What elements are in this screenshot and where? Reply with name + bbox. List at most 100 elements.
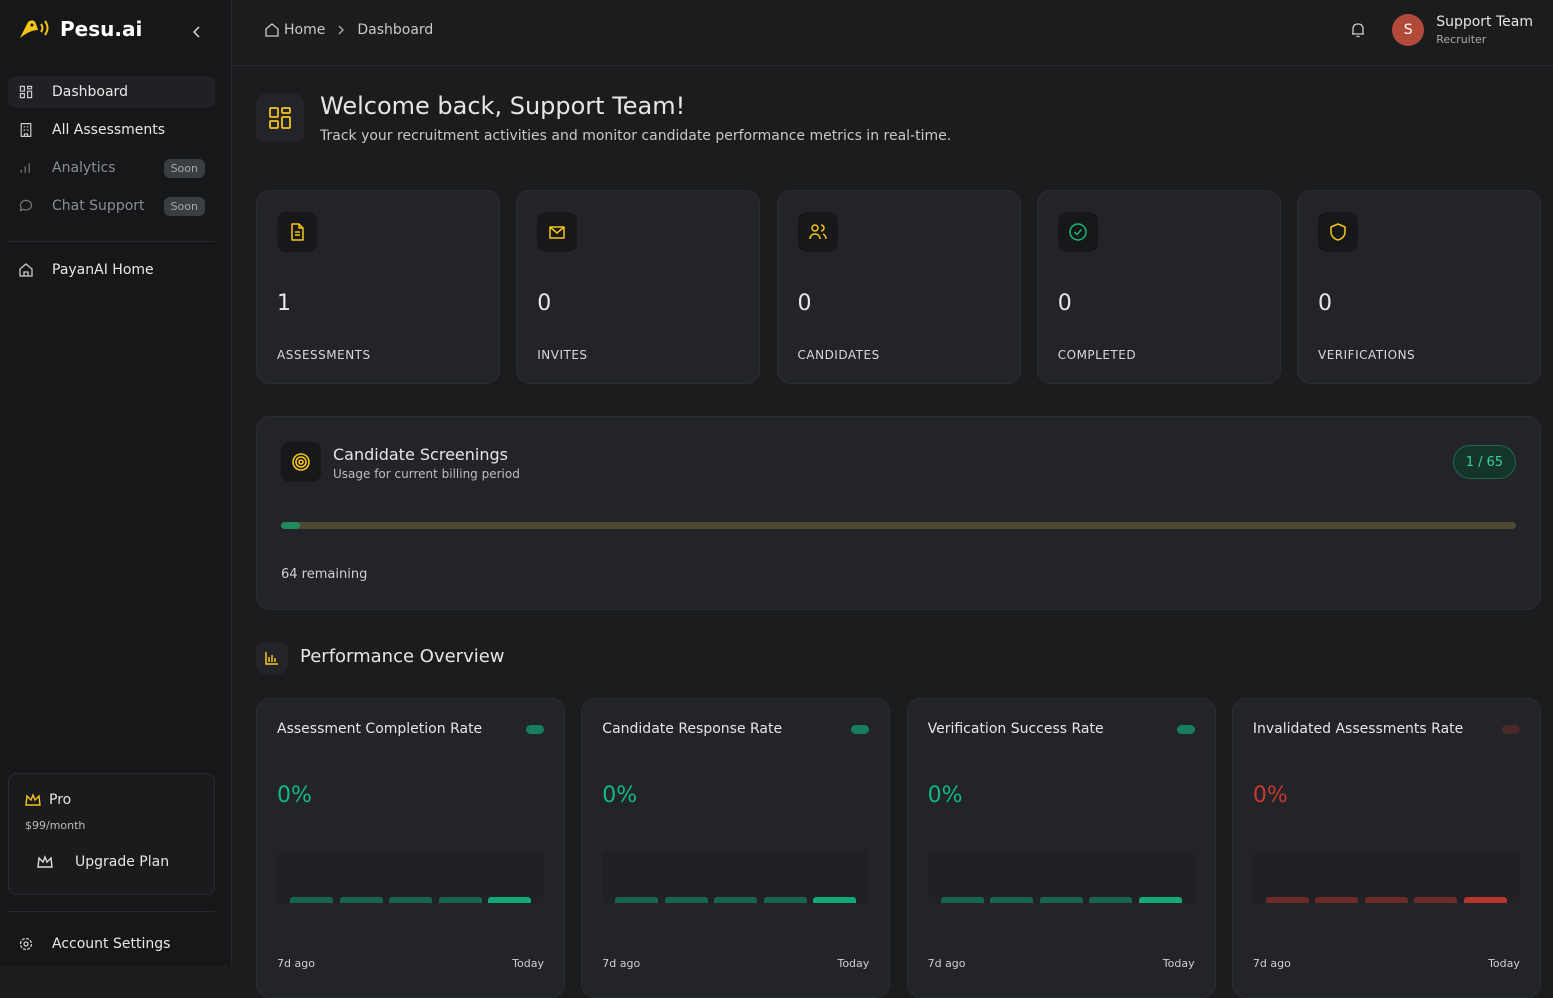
nav-label: Account Settings [52, 936, 171, 952]
status-pill [1501, 725, 1520, 734]
stat-label: CANDIDATES [797, 348, 880, 362]
rate-value: 0% [277, 783, 312, 808]
range-start: 7d ago [602, 957, 641, 970]
icon [1069, 223, 1087, 241]
progress-track [281, 522, 1516, 529]
user-name: Support Team [1436, 14, 1533, 30]
screenings-card: Candidate Screenings Usage for current b… [256, 416, 1541, 610]
stat-icon [537, 212, 578, 252]
stat-icon [797, 212, 838, 252]
mini-bar [1414, 897, 1458, 903]
mini-bar [664, 897, 708, 903]
nav-item[interactable]: Dashboard [8, 76, 215, 108]
mini-bar [1364, 897, 1408, 903]
range-start: 7d ago [927, 957, 966, 970]
logo [20, 20, 49, 38]
main: Home Dashboard S Support Team Recruiter … [232, 0, 1553, 998]
nav-item[interactable]: Analytics Soon [8, 152, 215, 184]
home-icon [265, 23, 279, 37]
stat-icon [1057, 212, 1098, 252]
perf-title: Performance Overview [300, 646, 505, 667]
nav-item[interactable]: PayanAI Home [8, 254, 215, 286]
mini-bar [1463, 897, 1507, 903]
screenings-title: Candidate Screenings [333, 445, 508, 464]
progress-fill [281, 522, 300, 529]
brand-name: Pesu.ai [60, 17, 143, 41]
mini-chart [277, 851, 544, 903]
usage-used: 1 [1465, 454, 1475, 470]
user-menu[interactable]: S Support Team Recruiter [1350, 14, 1533, 46]
welcome-subtitle: Track your recruitment activities and mo… [320, 128, 952, 144]
soon-badge: Soon [163, 158, 205, 178]
mini-bar [488, 897, 531, 903]
bar-icon [265, 652, 278, 665]
upgrade-button[interactable]: Upgrade Plan [17, 846, 205, 878]
mini-bar [940, 897, 984, 903]
mini-bar [389, 897, 432, 903]
crown-icon [37, 855, 53, 868]
stat-card: 1 ASSESSMENTS [256, 190, 500, 384]
nav-icon [20, 163, 30, 173]
divider [8, 241, 215, 242]
rate-title: Verification Success Rate [927, 721, 1104, 737]
mini-chart [1252, 851, 1520, 903]
usage-separator: / [1478, 454, 1483, 470]
rate-value: 0% [1252, 783, 1288, 808]
crown-icon [25, 793, 41, 806]
mini-bar [813, 897, 857, 903]
icon [291, 223, 304, 241]
bell-icon[interactable] [1350, 21, 1366, 39]
mini-bar [339, 897, 383, 903]
nav-secondary: PayanAI Home [8, 254, 215, 292]
stat-label: ASSESSMENTS [277, 348, 371, 362]
header: Home Dashboard S Support Team Recruiter [232, 0, 1553, 66]
icon [808, 224, 827, 240]
mini-chart [602, 851, 870, 903]
target-icon [281, 442, 321, 482]
nav-item[interactable]: All Assessments [8, 114, 215, 146]
stat-card: 0 CANDIDATES [776, 190, 1021, 384]
collapse-button[interactable] [190, 24, 204, 40]
mini-bar [990, 897, 1034, 903]
mini-bar [1315, 897, 1359, 903]
target [292, 453, 310, 471]
mini-chart [927, 851, 1195, 903]
mini-bar [1089, 897, 1133, 903]
status-pill [526, 725, 544, 734]
nav-item[interactable]: Chat Support Soon [8, 190, 215, 222]
brand: Pesu.ai [18, 16, 142, 42]
user-role: Recruiter [1436, 33, 1487, 46]
stat-value: 0 [1318, 291, 1332, 316]
gear-icon [19, 937, 33, 951]
upgrade-label: Upgrade Plan [75, 854, 170, 870]
stat-label: COMPLETED [1057, 348, 1137, 362]
nav-item[interactable]: Account Settings [8, 928, 215, 960]
rate-card: Assessment Completion Rate 0% 7d ago Today [256, 698, 565, 998]
range-end: Today [1488, 957, 1520, 970]
sidebar: Pesu.ai Dashboard All Assessments Analytic… [0, 0, 232, 966]
nav-settings: Account Settings [8, 928, 215, 966]
home-icon [19, 263, 33, 277]
nav-icon [20, 123, 32, 137]
rate-title: Invalidated Assessments Rate [1252, 721, 1464, 737]
nav-icon [19, 199, 33, 212]
status-pill [851, 725, 870, 734]
stat-value: 0 [797, 291, 812, 316]
mini-bar [615, 897, 659, 903]
nav-label: Dashboard [52, 84, 128, 100]
crumb-home[interactable]: Home [264, 22, 325, 38]
status-pill [1176, 725, 1195, 734]
grid-icon [269, 107, 291, 129]
rate-value: 0% [602, 783, 638, 808]
rate-card: Invalidated Assessments Rate 0% 7d ago Toda… [1231, 698, 1541, 998]
nav-label: Analytics [52, 160, 116, 176]
crumb: Home [284, 22, 326, 38]
usage-badge: 1/65 [1452, 445, 1516, 479]
rate-card: Verification Success Rate 0% 7d ago Today [906, 698, 1216, 998]
stat-card: 0 INVITES [516, 190, 761, 384]
plan-price: $99/month [25, 819, 86, 832]
range-start: 7d ago [1252, 957, 1291, 970]
nav-icon [19, 85, 33, 99]
screenings-subtitle: Usage for current billing period [333, 467, 520, 481]
